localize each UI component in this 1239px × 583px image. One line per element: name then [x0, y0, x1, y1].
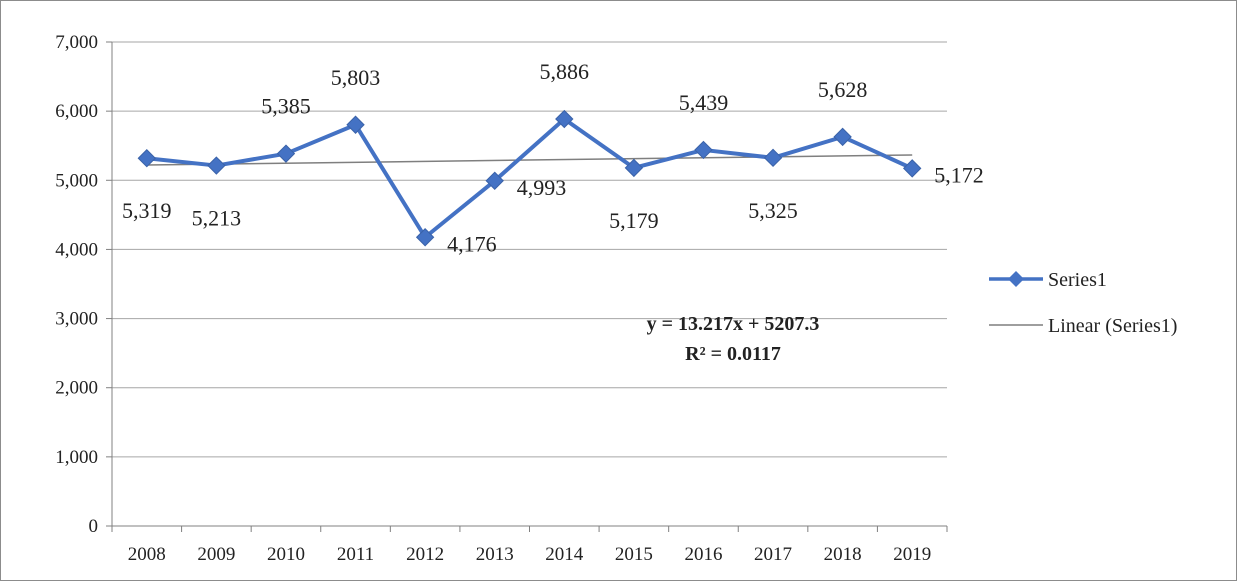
series-group [137, 109, 922, 247]
series-marker [624, 158, 644, 178]
series-line [146, 117, 914, 240]
y-tick-label: 2,000 [55, 378, 98, 399]
y-tick-label: 1,000 [55, 447, 98, 468]
y-axis: 0 1,000 2,000 3,000 4,000 5,000 6,000 7,000 [55, 32, 113, 537]
data-label: 5,172 [934, 162, 984, 187]
trendline-equation: y = 13.217x + 5207.3 R² = 0.0117 [647, 313, 820, 365]
data-label: 5,886 [540, 59, 590, 84]
x-tick-label: 2010 [267, 544, 305, 565]
data-label: 4,993 [517, 175, 567, 200]
trendline-equation-text: y = 13.217x + 5207.3 [647, 313, 820, 335]
y-tick-label: 6,000 [55, 101, 98, 122]
legend-series1-marker [1008, 271, 1024, 287]
series-marker [137, 149, 156, 168]
x-tick-label: 2018 [824, 544, 862, 565]
series-marker [207, 156, 226, 175]
data-label: 4,176 [447, 231, 497, 256]
x-tick-label: 2011 [337, 544, 374, 565]
y-tick-label: 0 [89, 516, 99, 537]
y-tick-label: 5,000 [55, 170, 98, 191]
y-tick-label: 3,000 [55, 309, 98, 330]
x-tick-label: 2019 [893, 544, 931, 565]
series-marker [833, 127, 852, 147]
series-marker [346, 115, 365, 134]
y-tick-label: 4,000 [55, 239, 98, 260]
x-tick-label: 2017 [754, 544, 792, 565]
x-axis: 2008 2009 2010 2011 2012 2013 2014 2015 2016 2017… [111, 525, 948, 565]
series-marker [415, 228, 435, 247]
x-tick-label: 2013 [476, 544, 514, 565]
data-label: 5,325 [748, 198, 798, 223]
data-label: 5,439 [679, 90, 729, 115]
gridlines [112, 41, 947, 458]
data-label: 5,213 [192, 206, 242, 231]
data-label: 5,179 [609, 208, 659, 233]
x-tick-label: 2008 [128, 544, 166, 565]
legend-trendline-label: Linear (Series1) [1048, 315, 1177, 337]
data-label: 5,385 [261, 94, 311, 119]
legend-series1-label: Series1 [1048, 269, 1107, 291]
y-tick-label: 7,000 [55, 32, 98, 53]
x-tick-label: 2014 [545, 544, 584, 565]
x-tick-label: 2015 [615, 544, 653, 565]
series-marker [903, 159, 922, 178]
r-squared-text: R² = 0.0117 [685, 343, 781, 365]
data-label: 5,319 [122, 198, 172, 223]
x-tick-label: 2016 [684, 544, 722, 565]
trendline-group [146, 154, 913, 166]
series-marker [485, 171, 504, 190]
x-tick-label: 2009 [197, 544, 235, 565]
data-label: 5,803 [331, 65, 381, 90]
series-marker [763, 148, 783, 168]
series-marker [276, 144, 296, 163]
data-labels: 5,319 5,213 5,385 5,803 4,176 4,993 5,886 5,179… [122, 59, 984, 256]
series-marker [694, 140, 713, 160]
legend: Series1 Linear (Series1) [989, 269, 1177, 337]
trendline [146, 154, 913, 166]
series-marker [555, 109, 574, 129]
x-tick-label: 2012 [406, 544, 444, 565]
data-label: 5,628 [818, 77, 868, 102]
